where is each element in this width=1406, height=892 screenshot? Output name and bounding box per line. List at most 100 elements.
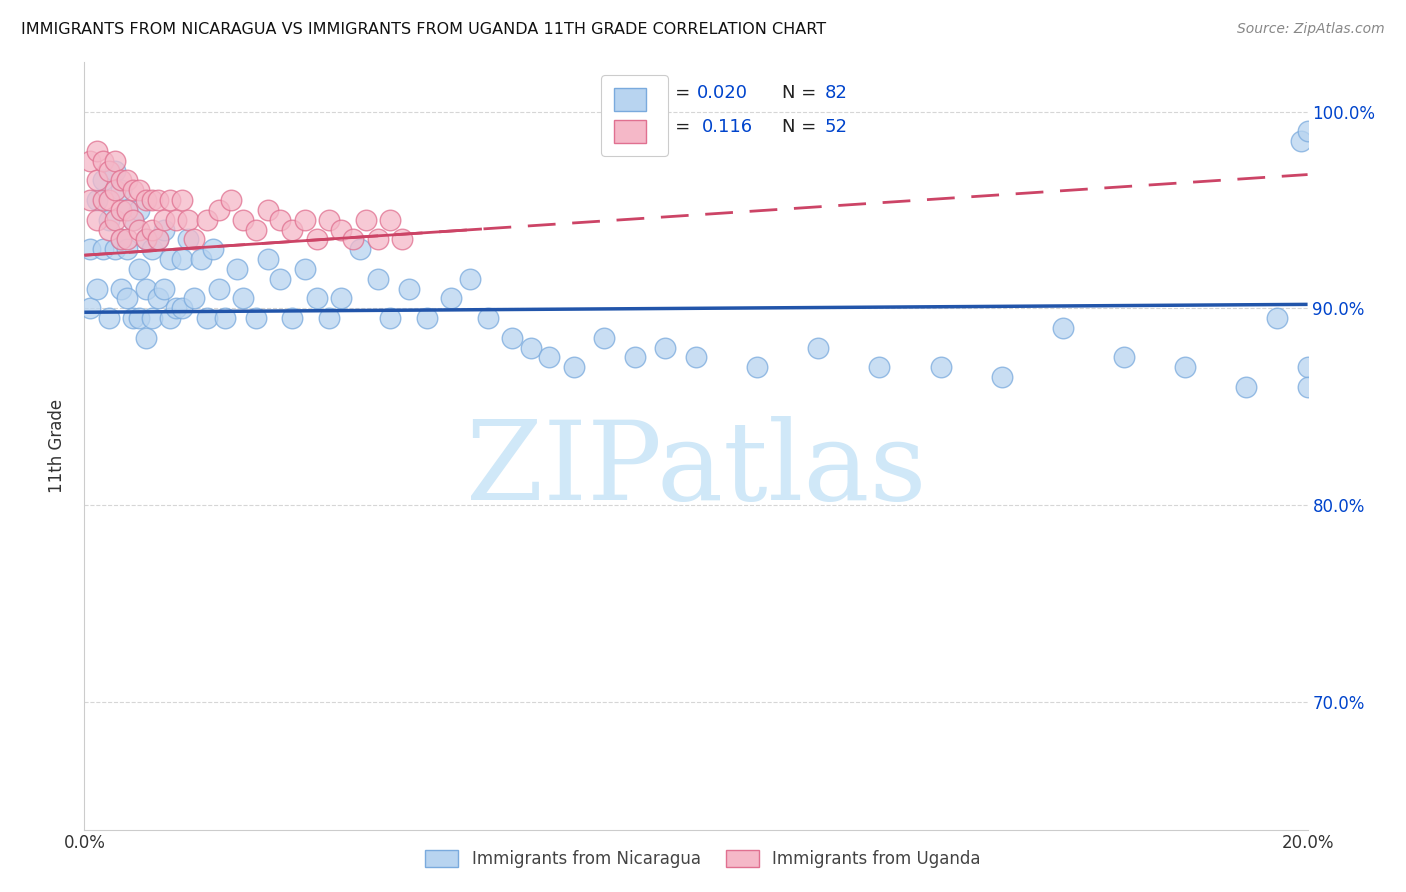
Point [104,153,127,168]
Point [165,301,187,316]
Point [318,311,340,326]
Point [153,282,176,296]
Point [159,252,181,267]
Point [135,232,157,246]
Point [281,311,304,326]
Point [122,212,145,227]
Point [104,212,127,227]
Point [104,163,127,178]
Point [502,331,524,345]
Point [122,311,145,326]
Point [177,212,200,227]
Point [257,252,280,267]
Point [97,311,120,326]
Point [86,173,108,187]
Point [128,202,150,217]
Point [122,212,145,227]
Text: 52: 52 [824,118,848,136]
Point [1296,124,1319,138]
Point [79,242,101,256]
Point [128,262,150,277]
Point [269,212,291,227]
Legend: Immigrants from Nicaragua, Immigrants from Uganda: Immigrants from Nicaragua, Immigrants fr… [419,843,987,875]
Y-axis label: 11th Grade: 11th Grade [48,399,66,493]
Point [122,183,145,197]
Point [141,193,163,207]
Text: 82: 82 [824,84,848,102]
Point [86,144,108,158]
Point [183,232,205,246]
Point [115,242,138,256]
Point [79,153,101,168]
Point [91,242,114,256]
Point [654,341,676,355]
Point [245,311,267,326]
Point [245,222,267,236]
Point [97,212,120,227]
Point [380,212,402,227]
Text: Source: ZipAtlas.com: Source: ZipAtlas.com [1237,22,1385,37]
Point [1114,351,1136,365]
Point [281,222,304,236]
Point [391,232,413,246]
Point [1236,380,1258,394]
Point [1265,311,1288,326]
Point [172,193,194,207]
Point [86,212,108,227]
Point [593,331,616,345]
Point [520,341,543,355]
Point [1296,380,1319,394]
Text: R =: R = [657,84,696,102]
Text: 0.116: 0.116 [702,118,754,136]
Point [141,311,163,326]
Point [458,272,481,286]
Point [1052,321,1074,335]
Text: N =: N = [782,84,821,102]
Point [115,202,138,217]
Point [232,292,254,306]
Point [110,202,132,217]
Point [172,301,194,316]
Point [104,183,127,197]
Point [195,212,218,227]
Point [128,183,150,197]
Point [685,351,707,365]
Point [330,292,353,306]
Point [153,212,176,227]
Point [159,193,181,207]
Point [349,242,371,256]
Point [97,222,120,236]
Text: R =: R = [657,118,702,136]
Point [398,282,420,296]
Point [141,222,163,236]
Point [146,193,169,207]
Point [208,282,231,296]
Point [86,282,108,296]
Point [354,212,377,227]
Point [330,222,353,236]
Point [294,262,316,277]
Point [257,202,280,217]
Point [219,193,242,207]
Point [97,163,120,178]
Point [165,212,187,227]
Point [269,272,291,286]
Point [294,212,316,227]
Point [624,351,647,365]
Point [929,360,952,375]
Point [226,262,249,277]
Point [342,232,364,246]
Point [190,252,212,267]
Text: 0.020: 0.020 [697,84,748,102]
Point [232,212,254,227]
Point [110,282,132,296]
Legend: , : , [600,75,668,156]
Text: N =: N = [782,118,821,136]
Point [416,311,439,326]
Point [208,202,231,217]
Point [135,331,157,345]
Point [318,212,340,227]
Point [115,232,138,246]
Point [79,193,101,207]
Point [367,232,389,246]
